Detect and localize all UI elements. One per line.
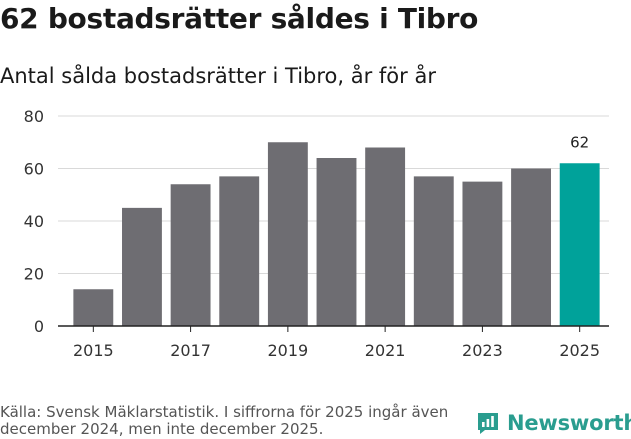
bar-2018 — [219, 176, 260, 326]
bars — [73, 142, 600, 326]
x-axis: 2015 2017 2019 2021 2023 2025 — [58, 325, 609, 360]
y-tick-label: 20 — [24, 265, 44, 284]
bar-2017 — [170, 184, 211, 326]
bar-chart: 0 20 40 60 80 2015 2017 2019 2021 2023 2025 62 — [24, 107, 609, 360]
bar-2020 — [316, 158, 357, 326]
x-tick-label: 2021 — [365, 341, 406, 360]
bar-2023 — [462, 181, 503, 326]
x-tick-label: 2017 — [170, 341, 211, 360]
source-note: Källa: Svensk Mäklarstatistik. I siffror… — [0, 403, 449, 438]
x-tick-label: 2015 — [73, 341, 114, 360]
data-label: 62 — [570, 133, 589, 151]
chart-subtitle: Antal sålda bostadsrätter i Tibro, år fö… — [0, 64, 436, 88]
bar-2022 — [413, 176, 454, 326]
bar-2019 — [267, 142, 308, 326]
x-tick-label: 2023 — [462, 341, 503, 360]
y-tick-label: 40 — [24, 212, 44, 231]
bar-2025 — [559, 163, 600, 326]
y-tick-label: 60 — [24, 160, 44, 179]
x-tick-label: 2019 — [268, 341, 309, 360]
newsworthy-logo: Newsworthy — [475, 408, 631, 438]
x-tick-label: 2025 — [559, 341, 600, 360]
bar-2016 — [122, 207, 162, 326]
newsworthy-logo-icon — [478, 413, 498, 434]
bar-2024 — [511, 168, 551, 326]
page-title: 62 bostadsrätter såldes i Tibro — [0, 2, 479, 35]
bar-2015 — [73, 289, 114, 326]
y-tick-label: 80 — [24, 107, 44, 126]
y-tick-label: 0 — [34, 317, 44, 336]
labels: 62 — [570, 133, 589, 151]
brand-name: Newsworthy — [507, 411, 631, 435]
bar-2021 — [365, 147, 406, 326]
